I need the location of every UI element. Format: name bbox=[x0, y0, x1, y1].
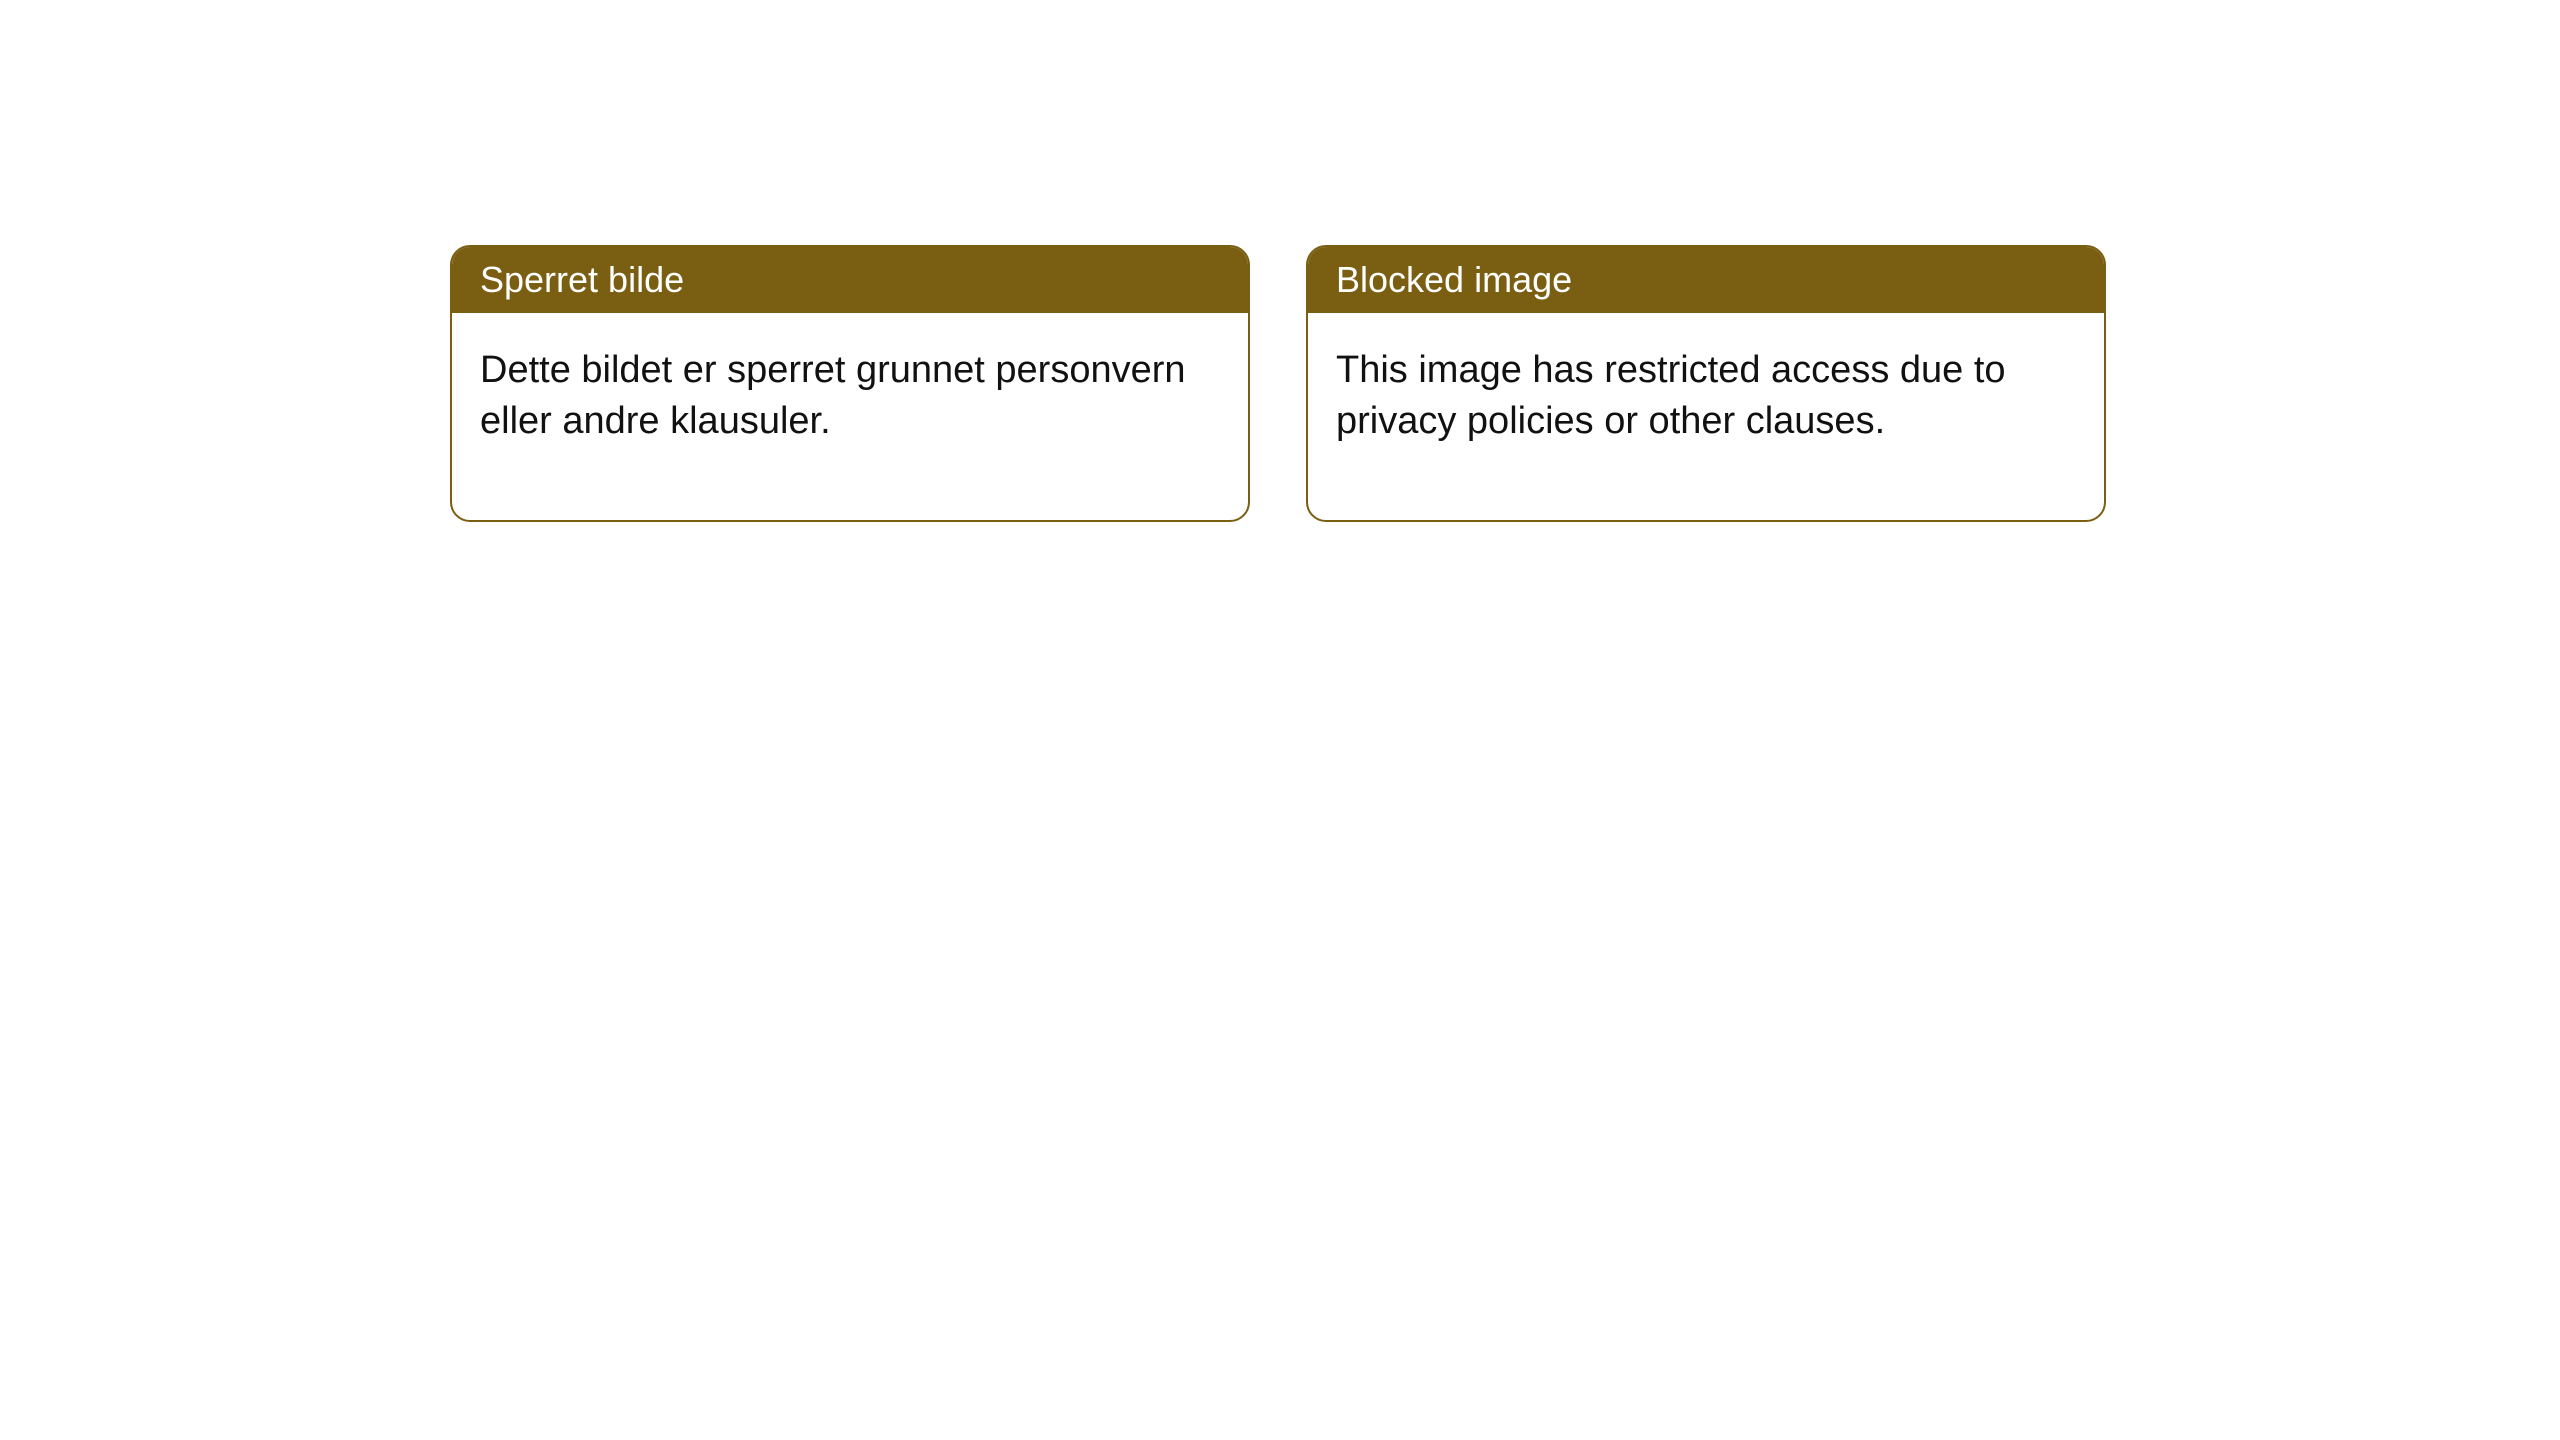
notice-card-en-title: Blocked image bbox=[1308, 247, 2104, 313]
notice-card-container: Sperret bilde Dette bildet er sperret gr… bbox=[450, 245, 2106, 522]
notice-card-en-body: This image has restricted access due to … bbox=[1308, 313, 2104, 520]
notice-card-no: Sperret bilde Dette bildet er sperret gr… bbox=[450, 245, 1250, 522]
notice-card-no-title: Sperret bilde bbox=[452, 247, 1248, 313]
notice-card-no-body: Dette bildet er sperret grunnet personve… bbox=[452, 313, 1248, 520]
notice-card-en: Blocked image This image has restricted … bbox=[1306, 245, 2106, 522]
